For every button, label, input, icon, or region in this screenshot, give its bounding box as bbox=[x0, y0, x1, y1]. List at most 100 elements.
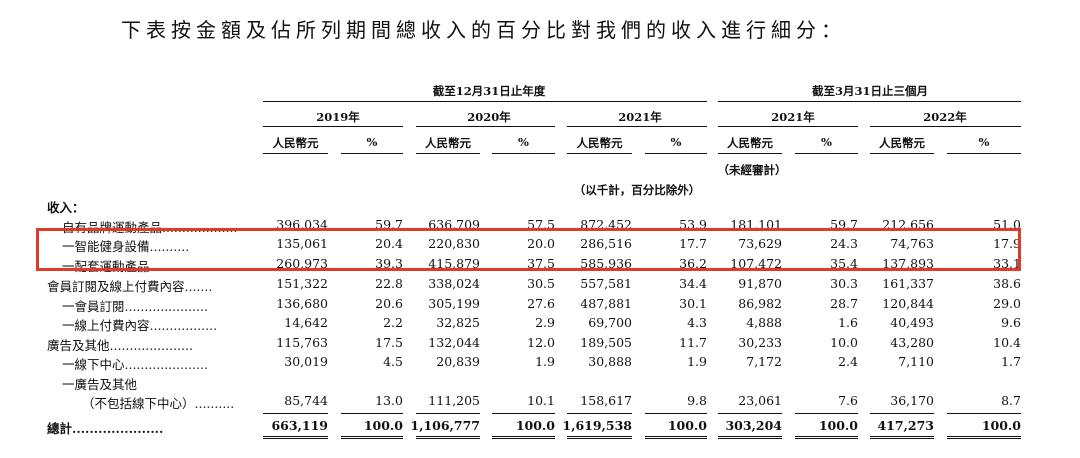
percent-cell: 8.7 bbox=[1001, 393, 1021, 408]
period-header: 2020年 bbox=[467, 110, 511, 124]
percent-cell: 27.6 bbox=[527, 296, 555, 311]
amount-cell: 557,581 bbox=[580, 276, 632, 291]
subtotal-rule bbox=[795, 413, 858, 414]
amount-cell: 111,205 bbox=[428, 393, 480, 408]
amount-cell: 120,844 bbox=[882, 296, 934, 311]
unit-note: （以千計，百分比除外） bbox=[573, 183, 701, 197]
percent-cell: 10.0 bbox=[830, 335, 858, 350]
subheader-rule bbox=[567, 153, 632, 154]
table-row: 一會員訂閱..................... 136,680 20.6 305… bbox=[0, 296, 1080, 316]
amount-cell: 1,106,777 bbox=[410, 418, 480, 433]
subtotal-rule bbox=[645, 413, 707, 414]
amount-cell: 415,879 bbox=[428, 256, 480, 271]
amount-cell: 20,839 bbox=[436, 354, 480, 369]
amount-cell: 14,642 bbox=[284, 315, 328, 330]
subheader-rule bbox=[645, 153, 707, 154]
amount-cell: 4,888 bbox=[746, 315, 782, 330]
table-row: （不包括線下中心）.......... 85,744 13.0 111,205 10.1… bbox=[0, 393, 1080, 413]
subheader-rule bbox=[492, 153, 555, 154]
table-row: 一廣告及其他 bbox=[0, 374, 1080, 394]
percent-cell: 30.3 bbox=[830, 276, 858, 291]
percent-cell: 100.0 bbox=[667, 418, 707, 433]
percent-cell: 35.4 bbox=[830, 256, 858, 271]
percent-cell: 30.1 bbox=[679, 296, 707, 311]
subheader-rule bbox=[263, 153, 328, 154]
amount-header: 人民幣元 bbox=[727, 136, 773, 150]
percent-cell: 4.3 bbox=[687, 315, 707, 330]
percent-cell: 1.7 bbox=[1001, 354, 1021, 369]
amount-cell: 30,019 bbox=[284, 354, 328, 369]
percent-cell: 12.0 bbox=[527, 335, 555, 350]
period-rule bbox=[567, 126, 707, 127]
percent-cell: 39.3 bbox=[375, 256, 403, 271]
period-rule bbox=[416, 126, 555, 127]
total-double-rule bbox=[718, 436, 782, 439]
period-rule bbox=[718, 126, 858, 127]
amount-cell: 161,337 bbox=[882, 276, 934, 291]
period-header: 2022年 bbox=[923, 110, 967, 124]
amount-cell: 85,744 bbox=[284, 393, 328, 408]
percent-cell: 1.6 bbox=[838, 315, 858, 330]
subtotal-rule bbox=[870, 413, 934, 414]
percent-cell: 9.6 bbox=[1001, 315, 1021, 330]
total-double-rule bbox=[795, 436, 858, 439]
amount-header: 人民幣元 bbox=[425, 136, 471, 150]
amount-header: 人民幣元 bbox=[576, 136, 623, 150]
subheader-rule bbox=[718, 153, 782, 154]
percent-cell: 100.0 bbox=[363, 418, 403, 433]
total-double-rule bbox=[870, 436, 934, 439]
amount-cell: 69,700 bbox=[588, 315, 632, 330]
amount-cell: 43,280 bbox=[890, 335, 934, 350]
period-rule bbox=[870, 126, 1021, 127]
percent-cell: 2.2 bbox=[383, 315, 403, 330]
year-group-header: 截至12月31日止年度 bbox=[432, 84, 546, 98]
amount-cell: 7,172 bbox=[746, 354, 782, 369]
percent-cell: 100.0 bbox=[981, 418, 1021, 433]
amount-cell: 36,170 bbox=[890, 393, 934, 408]
amount-cell: 137,893 bbox=[882, 256, 934, 271]
quarter-group-rule bbox=[718, 101, 1021, 102]
percent-header: % bbox=[366, 135, 378, 149]
amount-cell: 91,870 bbox=[738, 276, 782, 291]
amount-cell: 74,763 bbox=[890, 236, 934, 251]
amount-cell: 220,830 bbox=[428, 236, 480, 251]
percent-cell: 24.3 bbox=[830, 236, 858, 251]
year-group-rule bbox=[263, 101, 707, 102]
percent-cell: 29.0 bbox=[993, 296, 1021, 311]
amount-cell: 30,233 bbox=[738, 335, 782, 350]
amount-cell: 40,493 bbox=[890, 315, 934, 330]
percent-cell: 37.5 bbox=[527, 256, 555, 271]
amount-cell: 151,322 bbox=[276, 276, 328, 291]
row-label: 會員訂閱及線上付費內容....... bbox=[47, 279, 213, 294]
percent-cell: 38.6 bbox=[993, 276, 1021, 291]
row-label: 總計..................... bbox=[47, 421, 164, 436]
percent-cell: 9.8 bbox=[687, 393, 707, 408]
amount-cell: 487,881 bbox=[580, 296, 632, 311]
amount-cell: 136,680 bbox=[276, 296, 328, 311]
percent-cell: 7.6 bbox=[838, 393, 858, 408]
subheader-rule bbox=[341, 153, 403, 154]
subtotal-rule bbox=[492, 413, 555, 414]
row-label: 一線上付費內容................. bbox=[62, 318, 218, 333]
row-label: 一會員訂閱..................... bbox=[62, 299, 208, 314]
subheader-rule bbox=[870, 153, 934, 154]
amount-cell: 23,061 bbox=[738, 393, 782, 408]
percent-cell: 11.7 bbox=[679, 335, 707, 350]
subheader-rule bbox=[795, 153, 858, 154]
amount-cell: 158,617 bbox=[580, 393, 632, 408]
subtotal-rule bbox=[947, 413, 1021, 414]
subheader-rule bbox=[416, 153, 480, 154]
percent-header: % bbox=[821, 135, 832, 149]
row-label: 自有品牌運動產品................... bbox=[62, 220, 238, 235]
percent-cell: 30.5 bbox=[527, 276, 555, 291]
amount-cell: 286,516 bbox=[580, 236, 632, 251]
amount-cell: 115,763 bbox=[276, 335, 328, 350]
percent-cell: 17.9 bbox=[993, 236, 1021, 251]
total-double-rule bbox=[341, 436, 403, 439]
percent-cell: 100.0 bbox=[515, 418, 555, 433]
row-label: （不包括線下中心）.......... bbox=[82, 396, 235, 411]
amount-header: 人民幣元 bbox=[879, 136, 925, 150]
amount-cell: 132,044 bbox=[428, 335, 480, 350]
total-double-rule bbox=[416, 436, 480, 439]
percent-cell: 20.6 bbox=[375, 296, 403, 311]
